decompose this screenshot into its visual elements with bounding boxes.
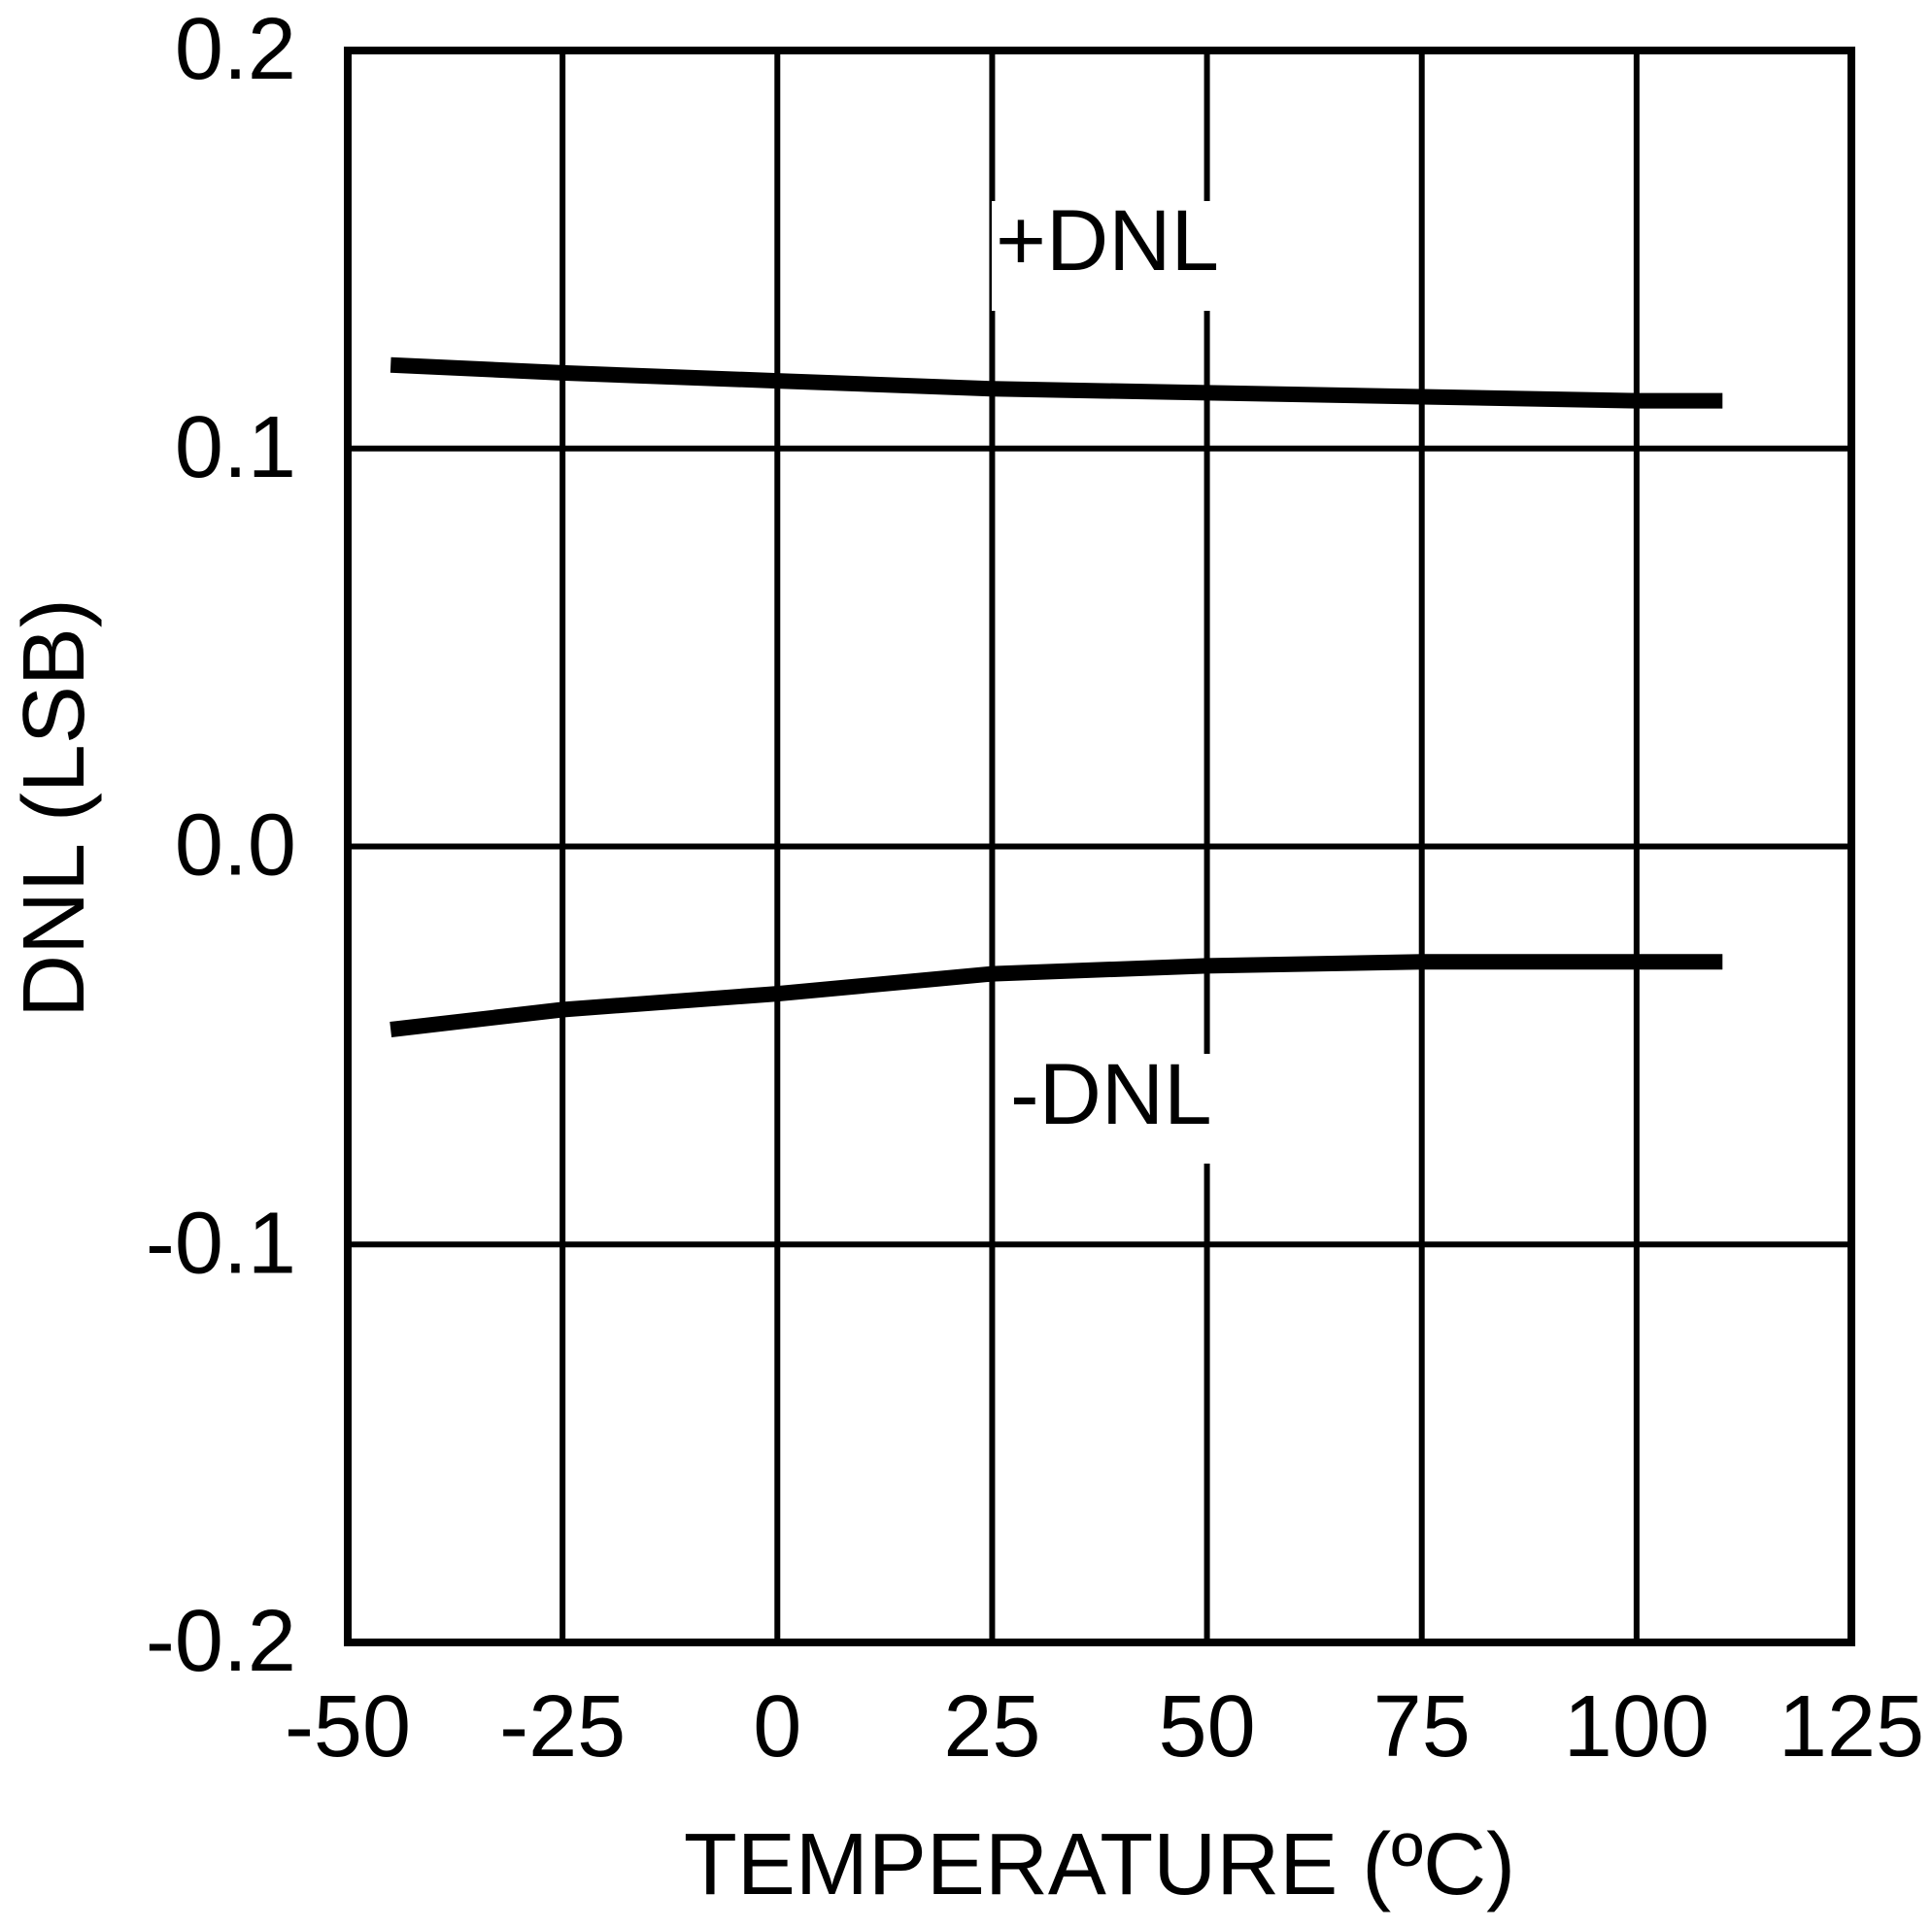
neg-label-mask xyxy=(1000,1054,1212,1164)
pos-dnl-label: +DNL xyxy=(996,191,1219,288)
y-tick-label: 0.2 xyxy=(175,1,296,98)
label-masks xyxy=(992,201,1212,1164)
neg-dnl-label: -DNL xyxy=(1010,1045,1212,1142)
y-axis-title: DNL (LSB) xyxy=(6,598,103,1018)
pos-label-mask xyxy=(992,201,1211,311)
y-tick-label: -0.2 xyxy=(146,1593,296,1690)
y-tick-label: -0.1 xyxy=(146,1195,296,1292)
x-axis-ticks: -50 -25 0 25 50 75 100 125 xyxy=(285,1678,1924,1776)
x-tick-label: -25 xyxy=(499,1678,626,1776)
x-tick-label: -50 xyxy=(285,1678,411,1776)
pos-dnl-line xyxy=(390,356,1723,409)
x-tick-label: 125 xyxy=(1779,1678,1924,1776)
x-tick-label: 25 xyxy=(943,1678,1040,1776)
x-tick-label: 75 xyxy=(1373,1678,1471,1776)
data-series xyxy=(390,356,1723,1037)
x-tick-label: 100 xyxy=(1564,1678,1710,1776)
x-tick-label: 0 xyxy=(753,1678,801,1776)
y-tick-label: 0.1 xyxy=(175,399,296,496)
x-tick-label: 50 xyxy=(1159,1678,1256,1776)
y-axis-ticks: 0.2 0.1 0.0 -0.1 -0.2 xyxy=(146,1,296,1690)
plot-frame xyxy=(344,47,1855,1646)
neg-dnl-line xyxy=(390,954,1723,1037)
y-tick-label: 0.0 xyxy=(175,797,296,895)
x-axis-title: TEMPERATURE (ºC) xyxy=(684,1816,1515,1913)
